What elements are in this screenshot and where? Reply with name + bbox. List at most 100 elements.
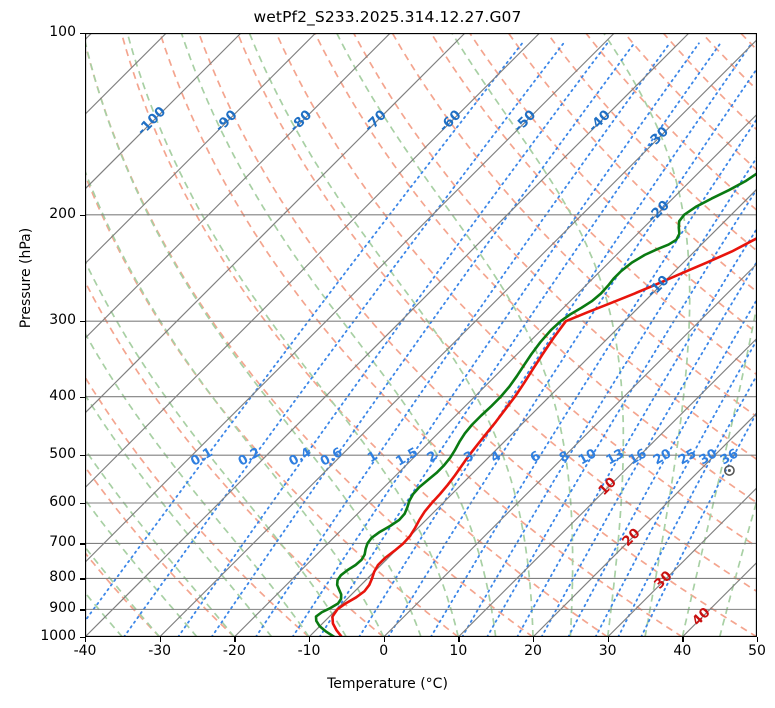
y-tick-mark bbox=[80, 609, 85, 611]
isotherm-line bbox=[85, 33, 615, 564]
isotherm-line bbox=[85, 33, 317, 265]
y-tick-label: 400 bbox=[49, 387, 76, 404]
isotherm-lines bbox=[85, 33, 757, 637]
mixing-ratio-line bbox=[254, 42, 671, 637]
chart-title: wetPf2_S233.2025.314.12.27.G07 bbox=[253, 8, 522, 26]
y-tick-mark bbox=[80, 637, 85, 639]
dry-adiabat bbox=[314, 33, 757, 504]
y-tick-label: 200 bbox=[49, 205, 76, 222]
dry-adiabat bbox=[352, 33, 757, 461]
x-tick-mark bbox=[234, 637, 236, 642]
isotherm-line bbox=[532, 412, 757, 637]
isotherm-line bbox=[85, 33, 690, 637]
x-tick-label: 10 bbox=[449, 643, 468, 659]
profile-dewpoint bbox=[314, 171, 757, 637]
dry-adiabat bbox=[85, 465, 235, 637]
mixing-ratio-line bbox=[291, 42, 700, 637]
isotherm-line bbox=[85, 33, 242, 190]
y-tick-label: 600 bbox=[49, 494, 76, 510]
skewt-canvas: -100 -90 -80 -70 -60 -50 -40-30-20-1010203040 … bbox=[85, 33, 757, 637]
profile-curves bbox=[314, 171, 757, 637]
y-tick-label: 300 bbox=[49, 312, 76, 329]
x-tick-mark bbox=[533, 637, 535, 642]
x-tick-label: 50 bbox=[748, 643, 766, 659]
mixing-ratio-line bbox=[85, 42, 524, 623]
dry-adiabat bbox=[120, 33, 609, 637]
lcl-marker bbox=[724, 465, 735, 476]
pressure-gridlines bbox=[85, 33, 757, 637]
isotherm-line bbox=[607, 486, 757, 637]
mixing-ratio-line bbox=[486, 187, 757, 637]
x-tick-label: 40 bbox=[673, 643, 692, 659]
profile-temperature bbox=[331, 236, 757, 637]
mixing-ratio-line bbox=[516, 226, 757, 637]
isotherm-line bbox=[233, 113, 757, 637]
y-tick-label: 700 bbox=[49, 534, 76, 551]
x-tick-label: 30 bbox=[598, 643, 617, 659]
mixing-ratio-line bbox=[617, 373, 757, 637]
mixing-ratio-line bbox=[123, 42, 565, 637]
moist-adiabat bbox=[85, 259, 348, 637]
moist-adiabat bbox=[85, 331, 310, 637]
mixing-ratio-line bbox=[177, 42, 609, 637]
isotherm-line bbox=[383, 262, 757, 637]
moist-adiabat bbox=[85, 37, 422, 637]
x-tick-label: -10 bbox=[297, 643, 321, 659]
x-tick-label: -20 bbox=[222, 643, 246, 659]
dry-adiabat bbox=[85, 172, 459, 637]
y-tick-mark bbox=[80, 214, 85, 216]
moist-adiabat bbox=[85, 393, 273, 637]
mixing-ratio-line bbox=[461, 155, 757, 637]
x-tick-label: -40 bbox=[73, 643, 97, 659]
x-tick-mark bbox=[383, 637, 385, 642]
lcl-marker-dot bbox=[727, 468, 731, 472]
isotherm-line bbox=[159, 38, 757, 637]
mixing-ratio-line bbox=[567, 297, 757, 637]
moist-adiabat bbox=[681, 300, 757, 637]
dry-adiabat bbox=[85, 375, 310, 637]
dry-adiabat bbox=[236, 33, 757, 593]
isotherm-line bbox=[85, 33, 391, 340]
isotherm-line bbox=[85, 33, 466, 414]
y-tick-mark bbox=[80, 33, 85, 35]
mixing-ratio-line bbox=[358, 42, 753, 637]
x-tick-mark bbox=[85, 637, 87, 642]
x-tick-mark bbox=[159, 637, 161, 642]
dry-adiabat bbox=[507, 33, 757, 293]
x-tick-mark bbox=[682, 637, 684, 642]
y-tick-mark bbox=[80, 578, 85, 580]
y-tick-mark bbox=[80, 455, 85, 457]
x-tick-mark bbox=[309, 637, 311, 642]
y-tick-mark bbox=[80, 321, 85, 323]
mixing-ratio-lines bbox=[85, 42, 757, 637]
plot-border bbox=[85, 33, 757, 637]
y-tick-label: 800 bbox=[49, 569, 76, 586]
plot-area: -100 -90 -80 -70 -60 -50 -40 -30 -20 -10 10 20 30 40 … bbox=[85, 33, 757, 637]
y-tick-mark bbox=[80, 503, 85, 505]
moist-adiabat bbox=[451, 33, 625, 637]
moist-adiabat bbox=[126, 33, 460, 637]
moist-adiabat bbox=[248, 33, 534, 637]
dry-adiabat bbox=[85, 279, 385, 637]
moist-adiabat bbox=[335, 33, 574, 637]
mixing-ratio-line bbox=[640, 410, 757, 637]
x-tick-mark bbox=[458, 637, 460, 642]
x-tick-label: -30 bbox=[148, 643, 172, 659]
x-tick-mark bbox=[607, 637, 609, 642]
x-tick-mark bbox=[757, 637, 759, 642]
y-tick-label: 100 bbox=[49, 24, 76, 40]
x-axis-label: Temperature (°C) bbox=[327, 676, 448, 692]
marker-points bbox=[724, 465, 735, 476]
y-tick-label: 1000 bbox=[40, 628, 76, 644]
dry-adiabat bbox=[275, 33, 757, 548]
dry-adiabat bbox=[159, 33, 683, 637]
mixing-ratio-line bbox=[318, 42, 722, 637]
mixing-ratio-line bbox=[429, 117, 757, 637]
isotherm-line bbox=[457, 337, 757, 637]
y-tick-mark bbox=[80, 396, 85, 398]
mixing-ratio-line bbox=[540, 259, 757, 637]
mixing-ratio-line bbox=[594, 338, 757, 637]
x-tick-label: 0 bbox=[379, 643, 389, 659]
isotherm-line bbox=[85, 33, 541, 489]
